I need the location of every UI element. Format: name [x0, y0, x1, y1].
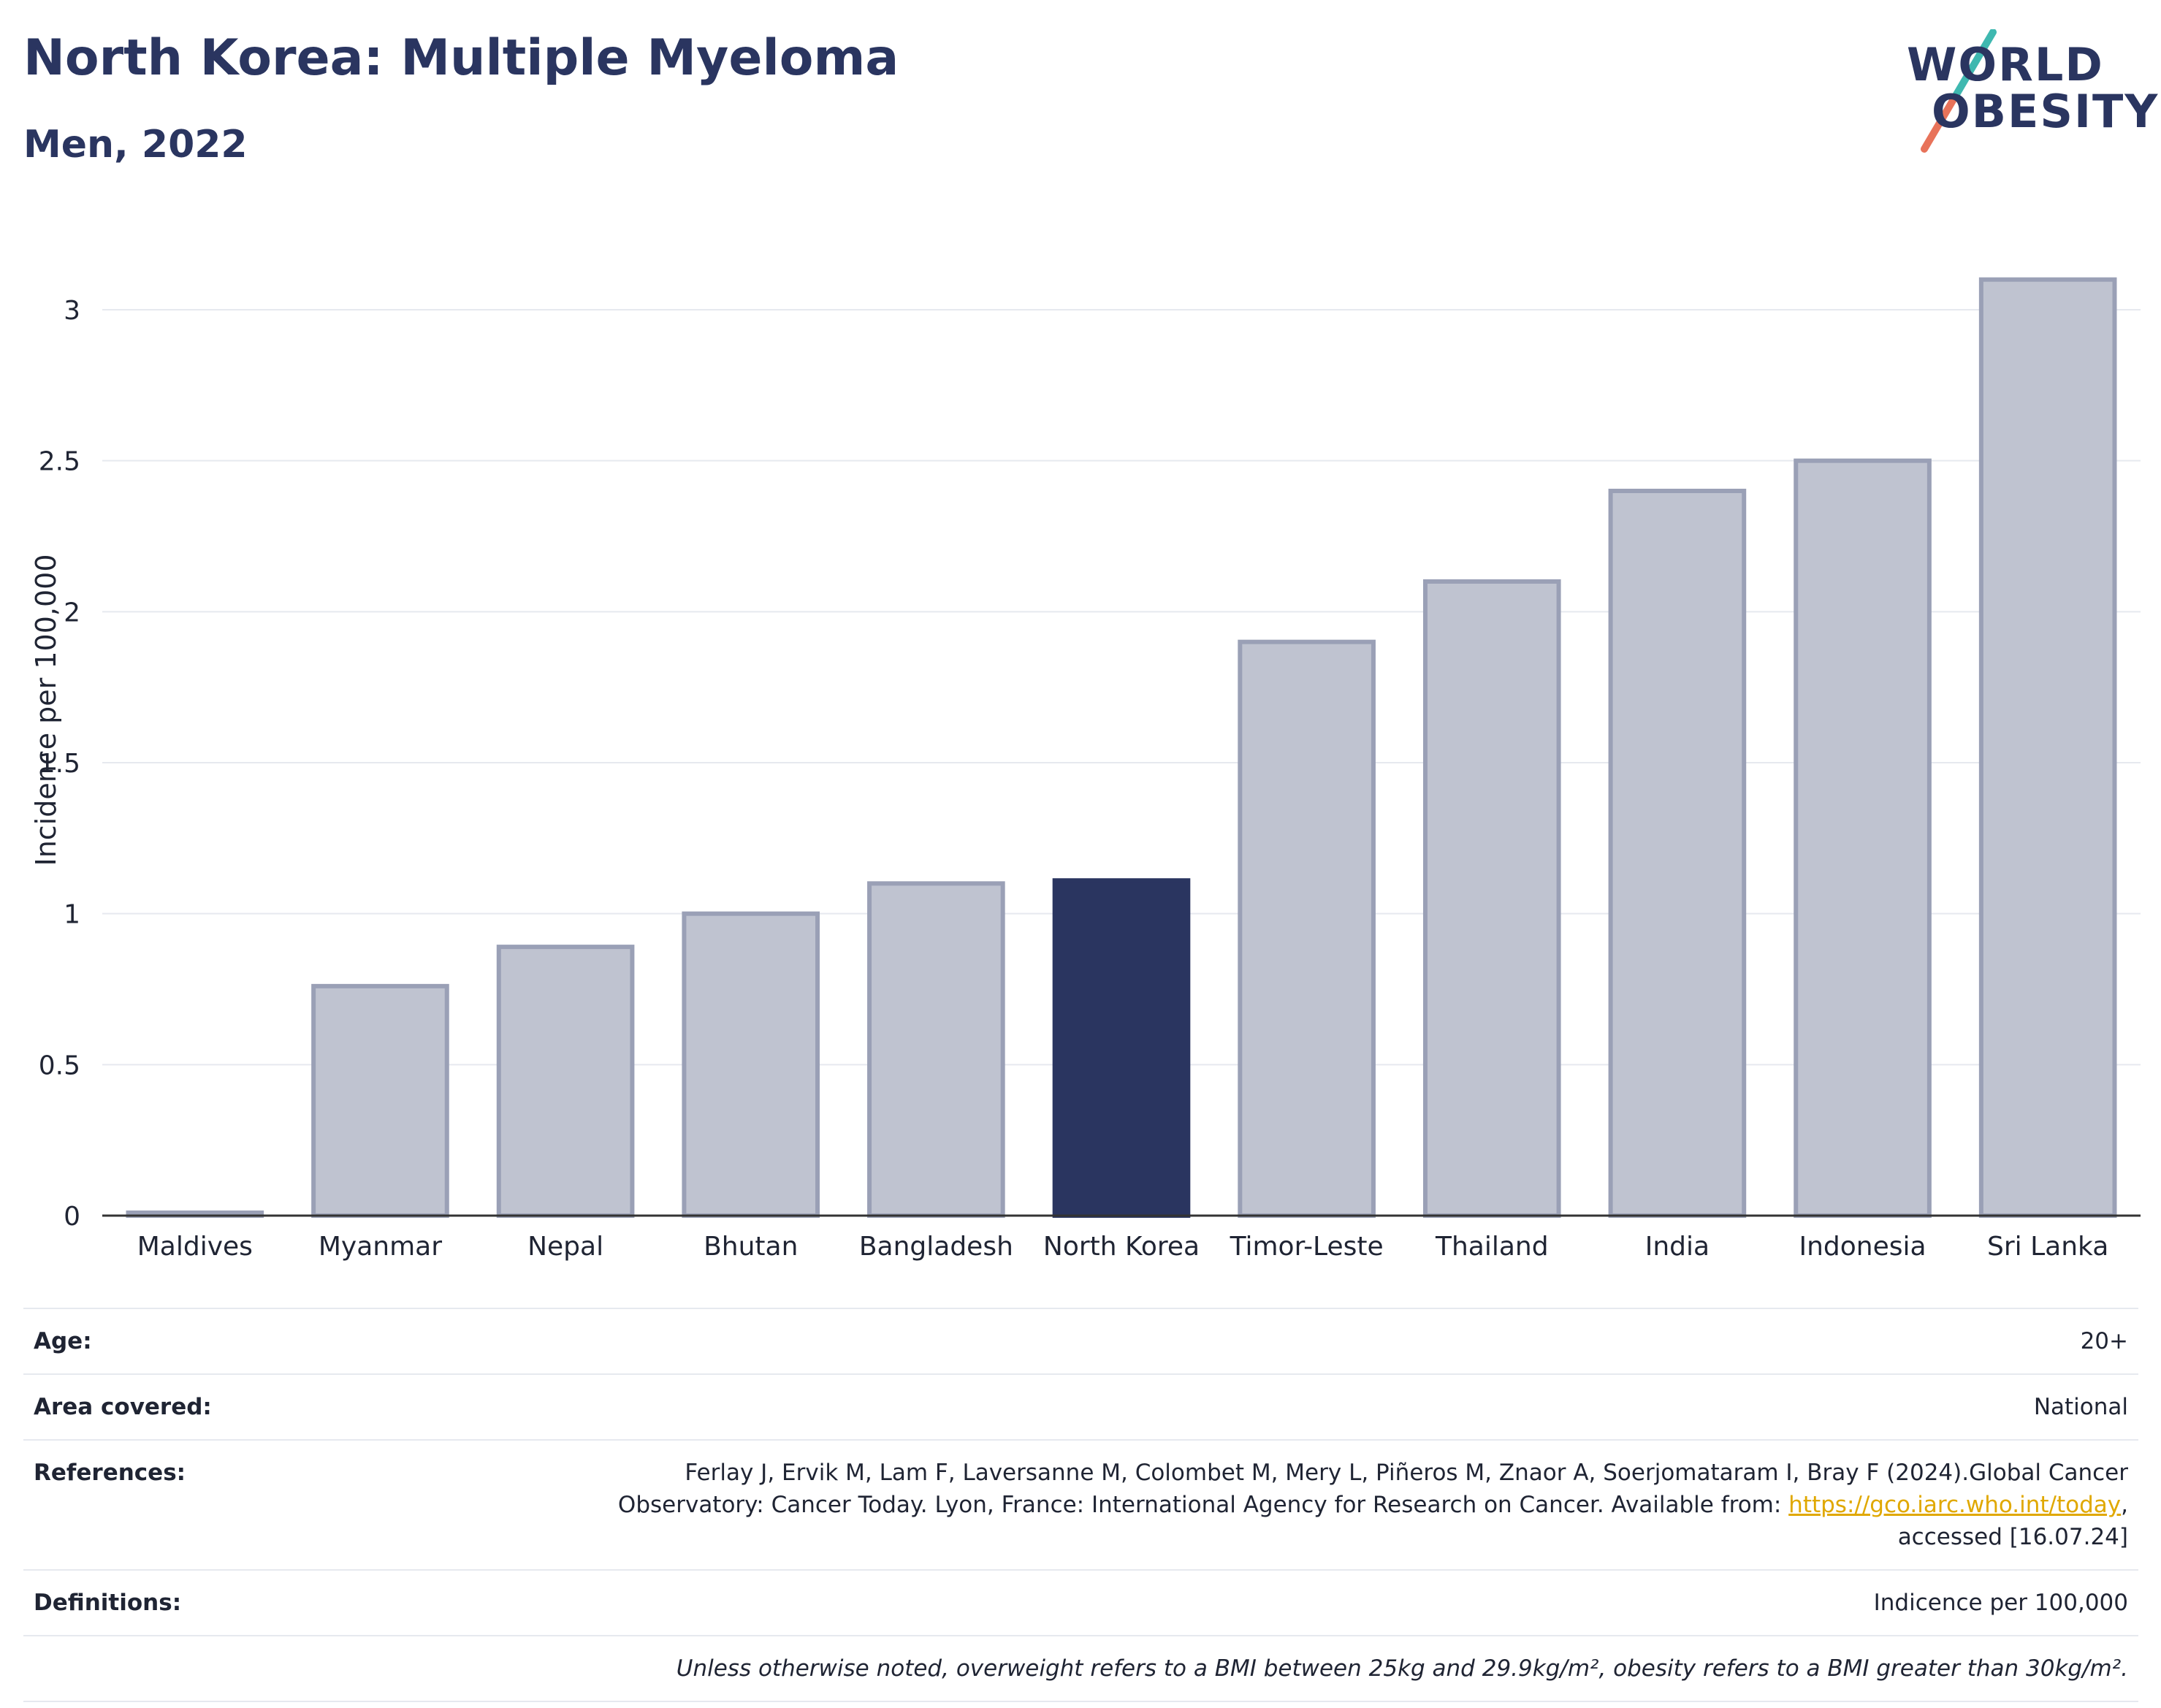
- x-tick-label: Bhutan: [704, 1232, 798, 1262]
- bar-chart: 0 0.5 1 1.5 2 2.5 3 Maldives Myanmar Nepal Bhutan…: [30, 277, 2141, 1262]
- x-tick-label: Nepal: [527, 1232, 603, 1262]
- y-tick-label: 2.5: [39, 447, 80, 477]
- y-tick-label: 1.5: [39, 749, 80, 779]
- y-axis-title: Incidence per 100,000: [30, 554, 62, 866]
- bar-bhutan: [682, 911, 820, 1218]
- references-line2-text: Observatory: Cancer Today. Lyon, France:…: [617, 1492, 1789, 1518]
- chart-subtitle: Men, 2022: [23, 123, 248, 167]
- x-tick-label: India: [1645, 1232, 1710, 1262]
- definitions-value: Indicence per 100,000: [351, 1569, 2138, 1636]
- y-tick-label: 0: [64, 1202, 80, 1232]
- references-line2: Observatory: Cancer Today. Lyon, France:…: [361, 1489, 2128, 1521]
- logo-slash-icon: [1921, 29, 1997, 153]
- x-tick-label: Indonesia: [1799, 1232, 1926, 1262]
- y-tick-label: 2: [64, 598, 80, 628]
- x-tick-label: Bangladesh: [859, 1232, 1013, 1262]
- references-line1: Ferlay J, Ervik M, Lam F, Laversanne M, …: [685, 1460, 2128, 1486]
- bar-bangladesh: [867, 881, 1005, 1219]
- bar-nepal: [496, 945, 635, 1218]
- y-tick-labels: 0 0.5 1 1.5 2 2.5 3: [39, 296, 80, 1232]
- bar-indonesia: [1794, 458, 1932, 1219]
- bars: [126, 277, 2117, 1219]
- references-line3: accessed [16.07.24]: [1897, 1524, 2128, 1550]
- x-tick-label: Thailand: [1435, 1232, 1549, 1262]
- logo-word-obesity: OBESITY: [1932, 85, 2160, 138]
- meta-row-note: Unless otherwise noted, overweight refer…: [23, 1635, 2138, 1702]
- x-tick-labels: Maldives Myanmar Nepal Bhutan Bangladesh Nort…: [137, 1232, 2109, 1262]
- world-obesity-logo: WORLD OBESITY: [1907, 29, 2157, 153]
- y-tick-label: 1: [64, 900, 80, 930]
- references-line2-end: ,: [2121, 1492, 2128, 1518]
- references-label: References:: [23, 1439, 351, 1570]
- age-label: Age:: [23, 1308, 351, 1374]
- x-tick-label: Timor-Leste: [1230, 1232, 1384, 1262]
- bar-india: [1608, 489, 1747, 1218]
- chart-title: North Korea: Multiple Myeloma: [23, 29, 899, 87]
- references-link[interactable]: https://gco.iarc.who.int/today: [1788, 1492, 2122, 1518]
- x-tick-label: Maldives: [137, 1232, 253, 1262]
- definitions-label: Definitions:: [23, 1569, 351, 1636]
- x-tick-label: Myanmar: [319, 1232, 442, 1262]
- meta-row-definitions: Definitions: Indicence per 100,000: [23, 1569, 2138, 1636]
- bmi-note: Unless otherwise noted, overweight refer…: [351, 1635, 2138, 1702]
- metadata-table: Age: 20+ Area covered: National Referenc…: [23, 1308, 2138, 1702]
- y-tick-label: 3: [64, 296, 80, 326]
- bar-thailand: [1422, 579, 1561, 1218]
- age-value: 20+: [351, 1308, 2138, 1374]
- y-tick-label: 0.5: [39, 1051, 80, 1080]
- meta-row-age: Age: 20+: [23, 1308, 2138, 1374]
- area-label: Area covered:: [23, 1373, 351, 1440]
- references-value: Ferlay J, Ervik M, Lam F, Laversanne M, …: [351, 1439, 2138, 1570]
- bar-sri-lanka: [1978, 277, 2117, 1219]
- x-tick-label: Sri Lanka: [1987, 1232, 2108, 1262]
- x-tick-label: North Korea: [1043, 1232, 1200, 1262]
- bar-timor-leste: [1238, 639, 1376, 1218]
- logo-word-world: WORLD: [1907, 38, 2104, 91]
- bar-north-korea: [1052, 878, 1191, 1218]
- bar-myanmar: [311, 983, 449, 1219]
- area-value: National: [351, 1373, 2138, 1440]
- meta-row-references: References: Ferlay J, Ervik M, Lam F, La…: [23, 1439, 2138, 1570]
- meta-row-area: Area covered: National: [23, 1373, 2138, 1440]
